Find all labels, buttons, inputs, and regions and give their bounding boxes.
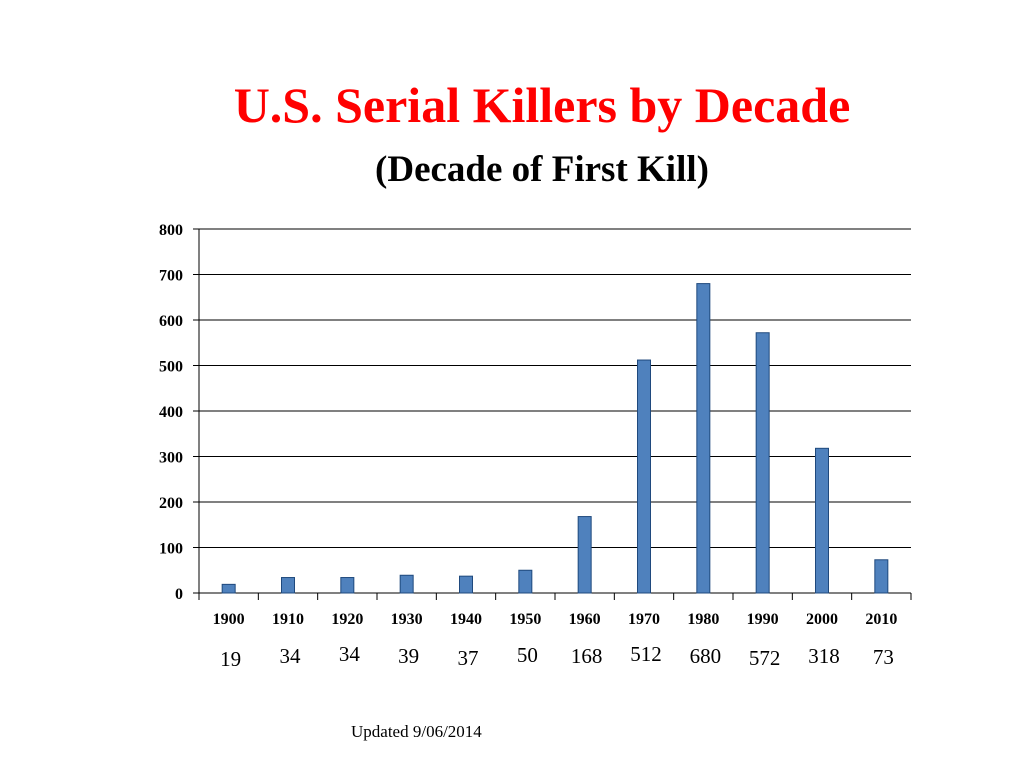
x-tick-label: 2010 — [865, 611, 897, 628]
bar-1920 — [340, 577, 355, 594]
bar-1930 — [399, 574, 414, 594]
y-tick-label: 700 — [159, 268, 183, 285]
x-tick-label: 1960 — [569, 611, 601, 628]
bar-1980 — [696, 283, 711, 594]
value-label: 39 — [398, 644, 419, 668]
x-tick-label: 1920 — [331, 611, 363, 628]
value-label: 34 — [339, 642, 361, 666]
y-tick-labels: 0 100 200 300 400 500 600 700 800 — [159, 222, 183, 603]
axes — [193, 228, 912, 600]
y-tick-label: 0 — [175, 586, 183, 603]
y-tick-label: 600 — [159, 313, 183, 330]
bar-1970 — [637, 359, 651, 594]
x-tick-label: 1980 — [687, 611, 719, 628]
x-tick-label: 2000 — [806, 611, 838, 628]
y-tick-label: 500 — [159, 359, 183, 376]
value-labels: 19 34 34 39 37 50 168 512 680 572 318 73 — [220, 642, 894, 671]
x-tick-label: 1970 — [628, 611, 660, 628]
bar-1960 — [577, 516, 592, 594]
bar-1910 — [281, 577, 295, 594]
y-tick-label: 800 — [159, 222, 183, 239]
x-tick-label: 1950 — [509, 611, 541, 628]
x-tick-label: 1910 — [272, 611, 304, 628]
x-tick-label: 1900 — [213, 611, 245, 628]
y-tick-label: 400 — [159, 404, 183, 421]
value-label: 512 — [630, 642, 662, 666]
bar-1940 — [459, 575, 473, 594]
y-tick-label: 200 — [159, 495, 183, 512]
chart-title: U.S. Serial Killers by Decade — [233, 77, 851, 133]
value-label: 680 — [690, 644, 722, 668]
gridlines — [199, 228, 911, 594]
y-tick-label: 300 — [159, 450, 183, 467]
bar-1990 — [755, 332, 770, 594]
updated-note: Updated 9/06/2014 — [351, 722, 482, 741]
bar-2010 — [874, 559, 889, 594]
bar-1900 — [221, 583, 236, 594]
bar-1950 — [518, 569, 533, 594]
x-tick-label: 1990 — [747, 611, 779, 628]
bar-2000 — [815, 447, 829, 594]
value-label: 19 — [220, 647, 241, 671]
x-tick-labels: 1900 1910 1920 1930 1940 1950 1960 1970 1980 1990… — [213, 611, 898, 628]
value-label: 572 — [749, 646, 781, 670]
value-label: 168 — [571, 644, 603, 668]
x-tick-label: 1930 — [391, 611, 423, 628]
value-label: 73 — [873, 645, 894, 669]
value-label: 37 — [458, 646, 479, 670]
chart-subtitle: (Decade of First Kill) — [375, 149, 709, 190]
y-tick-label: 100 — [159, 541, 183, 558]
value-label: 50 — [517, 643, 538, 667]
bars — [221, 283, 889, 594]
value-label: 34 — [280, 644, 302, 668]
value-label: 318 — [808, 644, 840, 668]
x-tick-label: 1940 — [450, 611, 482, 628]
